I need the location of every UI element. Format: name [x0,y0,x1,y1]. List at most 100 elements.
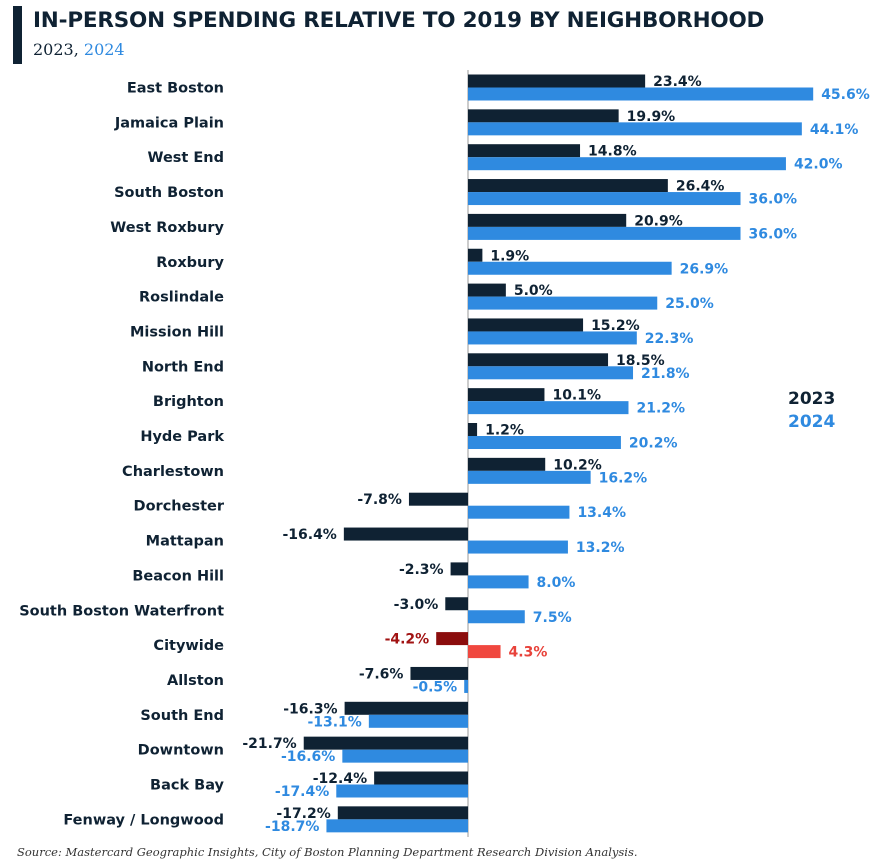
value-label-2024-downtown: -16.6% [281,749,335,765]
value-label-2023-roslindale: 5.0% [514,283,553,299]
category-label-hyde-park: Hyde Park [140,429,224,445]
value-label-2024-west-end: 42.0% [794,157,843,173]
bar-2023-south-boston-waterfront [445,597,468,611]
value-label-2023-brighton: 10.1% [552,388,601,404]
value-label-2023-dorchester: -7.8% [357,492,402,508]
bar-2023-south-end [344,701,468,715]
bar-2024-dorchester [468,505,570,519]
title-accent-bar [13,6,22,64]
category-label-downtown: Downtown [138,743,224,759]
bar-2023-north-end [468,353,609,367]
chart-title: IN-PERSON SPENDING RELATIVE TO 2019 BY N… [33,8,765,33]
bar-2024-roslindale [468,296,658,310]
category-label-west-roxbury: West Roxbury [110,220,224,236]
bar-2023-hyde-park [468,423,478,436]
value-label-2024-back-bay: -17.4% [275,784,329,800]
legend: 2023 2024 [788,388,835,434]
value-label-2024-citywide: 4.3% [509,645,548,661]
value-label-2023-west-roxbury: 20.9% [634,213,683,229]
value-label-2024-hyde-park: 20.2% [629,436,678,452]
bar-2023-citywide [436,632,468,646]
value-label-2024-north-end: 21.8% [641,366,690,382]
value-label-2023-north-end: 18.5% [616,353,665,369]
value-label-2024-mission-hill: 22.3% [645,331,694,347]
legend-item-2024: 2024 [788,412,836,432]
value-label-2024-brighton: 21.2% [636,401,685,417]
category-label-citywide: Citywide [153,638,224,654]
value-label-2023-jamaica-plain: 19.9% [627,109,676,125]
bar-2023-brighton [468,388,545,402]
bar-2024-south-end [368,714,468,728]
category-label-east-boston: East Boston [127,81,224,97]
value-label-2023-roxbury: 1.9% [490,248,529,264]
bar-2024-south-boston [468,192,741,206]
bar-2024-south-boston-waterfront [468,610,525,624]
bar-2023-jamaica-plain [468,109,619,123]
value-label-2023-charlestown: 10.2% [553,457,602,473]
bar-2024-mission-hill [468,331,637,345]
bar-2023-west-end [468,144,581,158]
bar-2023-mattapan [343,527,468,541]
bar-2023-charlestown [468,457,546,471]
category-label-south-boston: South Boston [114,185,224,201]
category-label-mattapan: Mattapan [146,534,224,550]
bar-2023-downtown [303,736,468,750]
legend-item-2023: 2023 [788,389,836,409]
category-label-back-bay: Back Bay [150,778,225,794]
bar-2024-west-roxbury [468,226,741,240]
bar-2023-roslindale [468,283,506,297]
value-label-2024-dorchester: 13.4% [577,505,626,521]
category-label-beacon-hill: Beacon Hill [132,568,224,584]
value-label-2024-south-end: -13.1% [307,714,361,730]
bar-2023-east-boston [468,74,646,88]
value-label-2024-beacon-hill: 8.0% [537,575,576,591]
value-label-2023-beacon-hill: -2.3% [399,562,444,578]
value-label-2024-roslindale: 25.0% [665,296,714,312]
bar-2024-roxbury [468,261,672,275]
bar-2023-back-bay [374,771,468,785]
value-label-2023-south-boston: 26.4% [676,179,725,195]
category-label-charlestown: Charlestown [122,464,224,480]
value-label-2024-roxbury: 26.9% [680,261,729,277]
bar-2024-west-end [468,157,786,171]
value-label-2024-jamaica-plain: 44.1% [810,122,859,138]
category-label-allston: Allston [167,673,224,689]
source-note: Source: Mastercard Geographic Insights, … [17,845,638,859]
value-label-2023-citywide: -4.2% [385,632,430,648]
bar-2024-allston [464,679,468,693]
value-label-2023-back-bay: -12.4% [313,771,367,787]
category-label-south-boston-waterfront: South Boston Waterfront [19,603,224,619]
value-label-2023-hyde-park: 1.2% [485,423,524,439]
value-label-2024-allston: -0.5% [413,679,458,695]
subtitle-separator: , [73,40,84,59]
value-label-2023-mattapan: -16.4% [282,527,336,543]
bar-2024-east-boston [468,87,814,101]
bar-2024-charlestown [468,470,591,484]
bar-2023-roxbury [468,248,483,262]
value-label-2024-south-boston: 36.0% [749,192,798,208]
value-label-2024-west-roxbury: 36.0% [749,226,798,242]
value-label-2023-downtown: -21.7% [242,736,296,752]
category-label-west-end: West End [147,150,224,166]
value-label-2023-south-boston-waterfront: -3.0% [394,597,439,613]
bar-2023-south-boston [468,179,668,193]
value-label-2023-fenway-longwood: -17.2% [276,806,330,822]
bar-2024-fenway-longwood [326,819,468,833]
bar-2023-fenway-longwood [337,806,468,820]
value-label-2024-fenway-longwood: -18.7% [265,819,319,835]
bar-2024-hyde-park [468,436,621,449]
category-label-brighton: Brighton [153,394,224,410]
subtitle-year-2023: 2023 [33,40,74,59]
bar-2024-jamaica-plain [468,122,802,136]
bar-2024-brighton [468,401,629,415]
bar-2024-citywide [468,645,501,659]
bar-2024-back-bay [336,784,468,798]
value-label-2023-east-boston: 23.4% [653,74,702,90]
category-label-south-end: South End [140,708,224,724]
category-label-north-end: North End [142,359,224,375]
value-label-2023-south-end: -16.3% [283,701,337,717]
value-label-2024-charlestown: 16.2% [599,470,648,486]
bar-2023-beacon-hill [450,562,468,576]
value-label-2024-mattapan: 13.2% [576,540,625,556]
category-label-roslindale: Roslindale [139,290,224,306]
